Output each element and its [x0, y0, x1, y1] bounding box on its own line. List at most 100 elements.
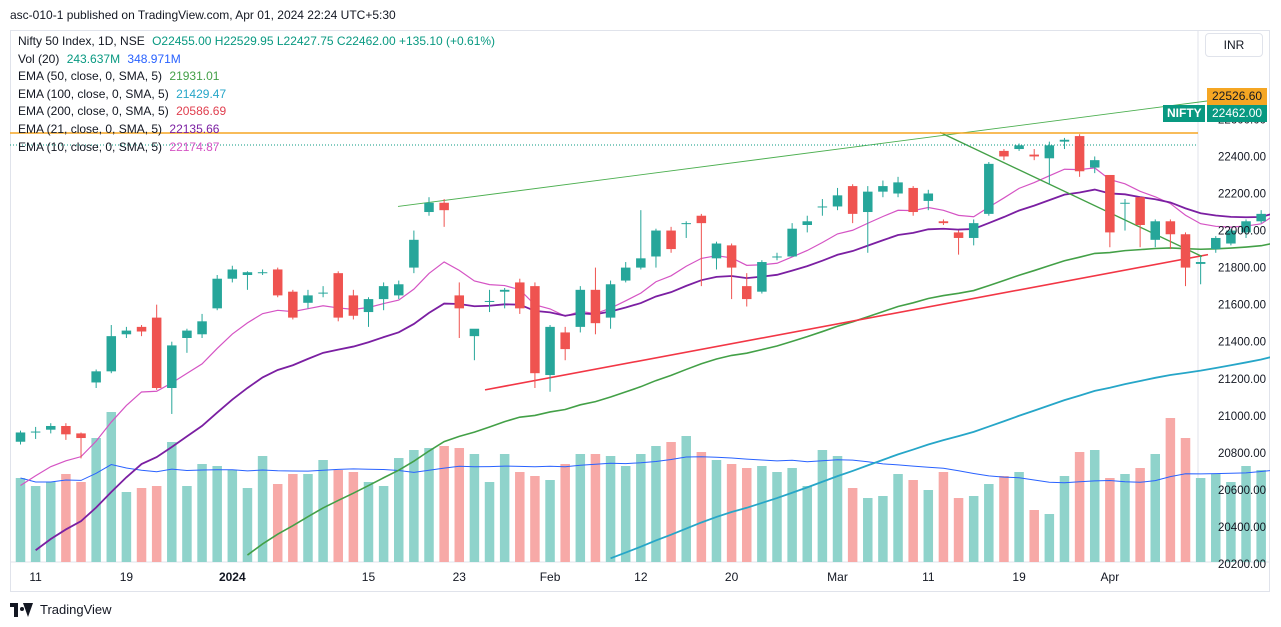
- volume-bar: [953, 498, 964, 562]
- ema-10-row[interactable]: EMA (10, close, 0, SMA, 5) 22174.87: [18, 139, 495, 157]
- volume-bar: [303, 474, 313, 562]
- candle-body: [121, 330, 132, 335]
- candle-body: [272, 269, 283, 296]
- ohlc-row[interactable]: Nifty 50 Index, 1D, NSE O22455.00 H22529…: [18, 33, 495, 51]
- ema-200-row[interactable]: EMA (200, close, 0, SMA, 5) 20586.69: [18, 103, 495, 121]
- candle-body: [1029, 154, 1039, 157]
- candle-body: [984, 163, 994, 214]
- volume-bar: [1120, 474, 1130, 562]
- volume-bar: [984, 484, 994, 562]
- volume-bar: [726, 464, 737, 562]
- volume-bar: [530, 476, 540, 562]
- volume-bar: [182, 486, 192, 562]
- volume-bar: [666, 442, 676, 562]
- volume-bar: [1105, 478, 1115, 562]
- candle-body: [515, 282, 525, 309]
- volume-bar: [560, 464, 570, 562]
- y-tick-label: 21600.00: [1218, 300, 1266, 312]
- volume-bar: [893, 474, 903, 562]
- volume-ma-line: [20, 456, 1270, 484]
- y-tick-label: 22000.00: [1218, 226, 1266, 238]
- candle-body: [439, 202, 449, 211]
- candle-body: [1120, 202, 1130, 204]
- volume-bar: [454, 448, 465, 562]
- candle-body: [620, 267, 631, 281]
- ema-100-line: [610, 356, 1270, 560]
- ema-10-value: 22174.87: [169, 139, 220, 154]
- y-tick-label: 20200.00: [1218, 559, 1266, 571]
- candle-body: [136, 326, 147, 332]
- candle-body: [288, 291, 298, 318]
- volume-bar: [136, 488, 147, 562]
- candle-body: [30, 431, 41, 433]
- ema-50-label: EMA (50, close, 0, SMA, 5): [18, 69, 163, 84]
- ema-50-row[interactable]: EMA (50, close, 0, SMA, 5) 21931.01: [18, 68, 495, 86]
- volume-bar: [832, 456, 843, 562]
- currency-button[interactable]: INR: [1205, 33, 1263, 57]
- ema-100-row[interactable]: EMA (100, close, 0, SMA, 5) 21429.47: [18, 86, 495, 104]
- candle-body: [348, 295, 359, 316]
- candle-body: [575, 289, 586, 327]
- candle-body: [1150, 221, 1160, 240]
- candle-body: [757, 262, 767, 292]
- candle-body: [212, 278, 222, 309]
- volume-bar: [847, 488, 858, 562]
- volume-bar: [212, 466, 222, 562]
- published-info: asc-010-1 published on TradingView.com, …: [10, 8, 396, 22]
- volume-ma-value: 348.971M: [127, 51, 181, 66]
- volume-bar: [1074, 452, 1085, 562]
- x-tick-label: 12: [634, 570, 648, 584]
- ema-21-row[interactable]: EMA (21, close, 0, SMA, 5) 22135.66: [18, 121, 495, 139]
- candle-body: [772, 256, 782, 258]
- candle-body: [545, 326, 555, 376]
- y-tick-label: 21800.00: [1218, 263, 1266, 275]
- ohlc-values: O22455.00 H22529.95 L22427.75 C22462.00 …: [152, 34, 496, 48]
- candle-body: [46, 425, 56, 430]
- price-chart[interactable]: 20200.00 20400.00 20600.00 20800.00 21000.00…: [10, 30, 1270, 592]
- volume-bar: [636, 454, 646, 562]
- symbol-label: Nifty 50 Index, 1D, NSE: [18, 34, 145, 48]
- tradingview-logo-icon: [10, 603, 34, 617]
- volume-label: Vol (20): [18, 51, 60, 66]
- volume-bar: [333, 470, 343, 562]
- volume-bar: [802, 486, 813, 562]
- volume-bar: [1029, 510, 1039, 562]
- candle-body: [726, 245, 737, 268]
- candle-body: [1211, 237, 1221, 250]
- volume-bar: [711, 460, 722, 562]
- volume-bar: [409, 450, 419, 562]
- volume-bar: [741, 468, 752, 562]
- volume-bar: [575, 454, 586, 562]
- candle-body: [666, 230, 676, 250]
- volume-bar: [1211, 474, 1221, 562]
- volume-bar: [499, 454, 510, 562]
- volume-bar: [620, 466, 631, 562]
- candle-body: [61, 425, 71, 435]
- volume-bar: [968, 496, 979, 562]
- ema-50-value: 21931.01: [169, 69, 220, 84]
- volume-row[interactable]: Vol (20) 243.637M 348.971M: [18, 51, 495, 69]
- candle-body: [499, 289, 510, 292]
- candle-body: [741, 286, 752, 300]
- candle-body: [560, 332, 570, 350]
- candle-body: [590, 289, 601, 324]
- candle-body: [197, 321, 207, 335]
- volume-bar: [605, 456, 616, 562]
- candle-body: [151, 317, 162, 389]
- candle-body: [605, 284, 616, 318]
- volume-bar: [999, 476, 1009, 562]
- support-trendline: [484, 253, 1209, 391]
- footer-brand[interactable]: TradingView: [10, 601, 112, 619]
- volume-bar: [787, 468, 797, 562]
- x-tick-label: 15: [362, 570, 376, 584]
- volume-bar: [1241, 466, 1251, 562]
- candle-body: [1241, 221, 1251, 233]
- candle-body: [333, 273, 343, 318]
- volume-bar: [590, 454, 601, 562]
- x-tick-label: Feb: [540, 570, 561, 584]
- candle-body: [878, 186, 888, 192]
- candle-body: [681, 223, 691, 225]
- candle-body: [953, 232, 964, 238]
- candle-body: [76, 433, 86, 439]
- volume-bar: [696, 452, 707, 562]
